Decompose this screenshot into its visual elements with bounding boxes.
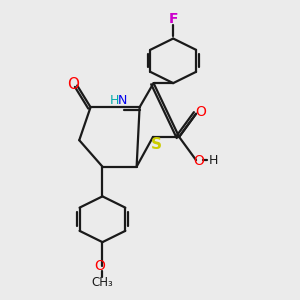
Text: O: O <box>194 154 205 168</box>
Text: O: O <box>94 259 106 273</box>
Text: N: N <box>118 94 127 107</box>
Text: F: F <box>168 12 178 26</box>
Text: H: H <box>209 154 219 167</box>
Text: H: H <box>110 94 120 107</box>
Text: CH₃: CH₃ <box>92 276 113 289</box>
Text: O: O <box>195 105 206 119</box>
Text: O: O <box>67 76 79 92</box>
Text: S: S <box>150 137 161 152</box>
